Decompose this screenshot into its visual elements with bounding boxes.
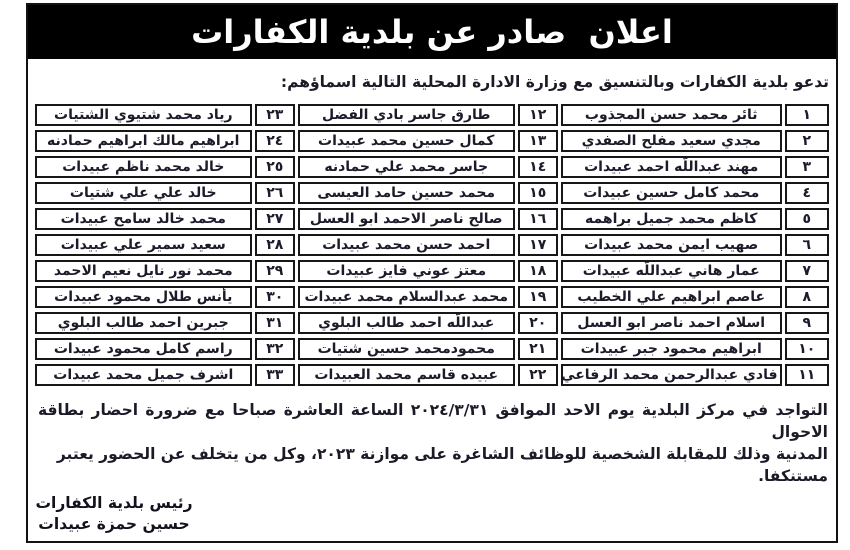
applicant-number: ٢٩ xyxy=(254,260,295,282)
applicant-number: ٣٠ xyxy=(254,286,295,308)
applicant-name: فادي عبدالرحمن محمد الرفاعي xyxy=(560,364,782,386)
applicant-name: عاصم ابراهيم علي الخطيب xyxy=(560,286,782,308)
applicant-name: عمار هاني عبداللَّه عبيدات xyxy=(560,260,782,282)
applicant-name: يأنس طلال محمود عبيدات xyxy=(35,286,252,308)
applicant-number: ٢٠ xyxy=(517,312,558,334)
applicant-name: طارق جاسر بادي الفضل xyxy=(298,104,515,126)
applicant-number: ٣١ xyxy=(254,312,295,334)
applicant-number: ٢١ xyxy=(517,338,558,360)
names-table-wrap: ١ ثائر محمد حسن المجذوب ١٢ طارق جاسر باد… xyxy=(28,93,836,390)
applicant-name: محمد عبدالسلام محمد عبيدات xyxy=(298,286,515,308)
applicant-number: ١٠ xyxy=(784,338,829,360)
applicant-number: ٢٧ xyxy=(254,208,295,230)
applicant-number: ٢٢ xyxy=(517,364,558,386)
table-row: ٧ عمار هاني عبداللَّه عبيدات ١٨ معتز عون… xyxy=(35,260,829,282)
applicant-number: ٩ xyxy=(784,312,829,334)
table-row: ٩ اسلام احمد ناصر ابو العسل ٢٠ عبداللَّه… xyxy=(35,312,829,334)
applicant-name: رياد محمد شتيوي الشتيات xyxy=(35,104,252,126)
footer-line-1: التواجد في مركز البلدية يوم الاحد المواف… xyxy=(38,401,828,441)
applicant-name: صالح ناصر الاحمد ابو العسل xyxy=(298,208,515,230)
signature-block: رئيس بلدية الكفارات حسين حمزة عبيدات xyxy=(34,493,194,535)
applicant-number: ١٣ xyxy=(517,130,558,152)
applicant-number: ٢٤ xyxy=(254,130,295,152)
table-row: ١ ثائر محمد حسن المجذوب ١٢ طارق جاسر باد… xyxy=(35,104,829,126)
applicant-name: احمد حسن محمد عبيدات xyxy=(298,234,515,256)
announcement-header: اعلان صادر عن بلدية الكفارات xyxy=(28,5,836,59)
names-table-body: ١ ثائر محمد حسن المجذوب ١٢ طارق جاسر باد… xyxy=(35,104,829,386)
signature-name: حسين حمزة عبيدات xyxy=(38,515,190,533)
applicant-number: ٢ xyxy=(784,130,829,152)
applicant-name: عبيده قاسم محمد العبيدات xyxy=(298,364,515,386)
applicant-number: ١٤ xyxy=(517,156,558,178)
applicant-number: ٤ xyxy=(784,182,829,204)
footer-text: التواجد في مركز البلدية يوم الاحد المواف… xyxy=(28,390,836,487)
applicant-number: ٨ xyxy=(784,286,829,308)
applicant-name: كاظم محمد جميل براهمه xyxy=(560,208,782,230)
applicant-name: محمد خالد سامح عبيدات xyxy=(35,208,252,230)
applicant-number: ١١ xyxy=(784,364,829,386)
applicant-number: ١٧ xyxy=(517,234,558,256)
announcement-title: اعلان صادر عن بلدية الكفارات xyxy=(191,13,673,51)
table-row: ٤ محمد كامل حسين عبيدات ١٥ محمد حسين حام… xyxy=(35,182,829,204)
table-row: ٥ كاظم محمد جميل براهمه ١٦ صالح ناصر الا… xyxy=(35,208,829,230)
table-row: ٦ صهيب ايمن محمد عبيدات ١٧ احمد حسن محمد… xyxy=(35,234,829,256)
intro-text: تدعو بلدية الكفارات وبالتنسيق مع وزارة ا… xyxy=(280,73,829,91)
table-row: ١١ فادي عبدالرحمن محمد الرفاعي ٢٢ عبيده … xyxy=(35,364,829,386)
applicant-name: محمد كامل حسين عبيدات xyxy=(560,182,782,204)
applicant-name: ابراهيم محمود جبر عبيدات xyxy=(560,338,782,360)
applicant-name: ثائر محمد حسن المجذوب xyxy=(560,104,782,126)
table-row: ١٠ ابراهيم محمود جبر عبيدات ٢١ محمودمحمد… xyxy=(35,338,829,360)
applicant-number: ٢٥ xyxy=(254,156,295,178)
table-row: ٨ عاصم ابراهيم علي الخطيب ١٩ محمد عبدالس… xyxy=(35,286,829,308)
applicant-name: مجدي سعيد مفلح الصفدي xyxy=(560,130,782,152)
applicant-name: محمد نور نايل نعيم الاحمد xyxy=(35,260,252,282)
applicant-number: ٢٦ xyxy=(254,182,295,204)
applicant-number: ١٨ xyxy=(517,260,558,282)
applicant-name: مهند عبداللَّه احمد عبيدات xyxy=(560,156,782,178)
table-row: ٣ مهند عبداللَّه احمد عبيدات ١٤ جاسر محم… xyxy=(35,156,829,178)
signature-title: رئيس بلدية الكفارات xyxy=(35,494,193,512)
announcement-frame: اعلان صادر عن بلدية الكفارات تدعو بلدية … xyxy=(26,3,838,543)
applicant-name: خالد علي علي شتيات xyxy=(35,182,252,204)
footer-line-2: المدنية وذلك للمقابلة الشخصية للوظائف ال… xyxy=(56,445,828,485)
applicant-number: ٣٢ xyxy=(254,338,295,360)
names-table: ١ ثائر محمد حسن المجذوب ١٢ طارق جاسر باد… xyxy=(32,100,832,390)
applicant-number: ٧ xyxy=(784,260,829,282)
applicant-number: ٥ xyxy=(784,208,829,230)
applicant-name: جبرين احمد طالب البلوي xyxy=(35,312,252,334)
applicant-name: اسلام احمد ناصر ابو العسل xyxy=(560,312,782,334)
applicant-name: محمد حسين حامد العيسى xyxy=(298,182,515,204)
applicant-number: ٢٨ xyxy=(254,234,295,256)
applicant-number: ١٥ xyxy=(517,182,558,204)
applicant-name: معتز عوني فايز عبيدات xyxy=(298,260,515,282)
applicant-number: ٣ xyxy=(784,156,829,178)
applicant-name: جاسر محمد علي حمادنه xyxy=(298,156,515,178)
applicant-name: اشرف جميل محمد عبيدات xyxy=(35,364,252,386)
applicant-number: ١ xyxy=(784,104,829,126)
applicant-number: ١٢ xyxy=(517,104,558,126)
applicant-name: خالد محمد ناظم عبيدات xyxy=(35,156,252,178)
applicant-number: ١٩ xyxy=(517,286,558,308)
table-row: ٢ مجدي سعيد مفلح الصفدي ١٣ كمال حسين محم… xyxy=(35,130,829,152)
applicant-number: ٢٣ xyxy=(254,104,295,126)
applicant-number: ٦ xyxy=(784,234,829,256)
applicant-name: ابراهيم مالك ابراهيم حمادنه xyxy=(35,130,252,152)
applicant-number: ١٦ xyxy=(517,208,558,230)
applicant-name: راسم كامل محمود عبيدات xyxy=(35,338,252,360)
applicant-name: سعيد سمير علي عبيدات xyxy=(35,234,252,256)
applicant-name: محمودمحمد حسين شتيات xyxy=(298,338,515,360)
applicant-name: عبداللَّه احمد طالب البلوي xyxy=(298,312,515,334)
applicant-number: ٣٣ xyxy=(254,364,295,386)
applicant-name: كمال حسين محمد عبيدات xyxy=(298,130,515,152)
applicant-name: صهيب ايمن محمد عبيدات xyxy=(560,234,782,256)
